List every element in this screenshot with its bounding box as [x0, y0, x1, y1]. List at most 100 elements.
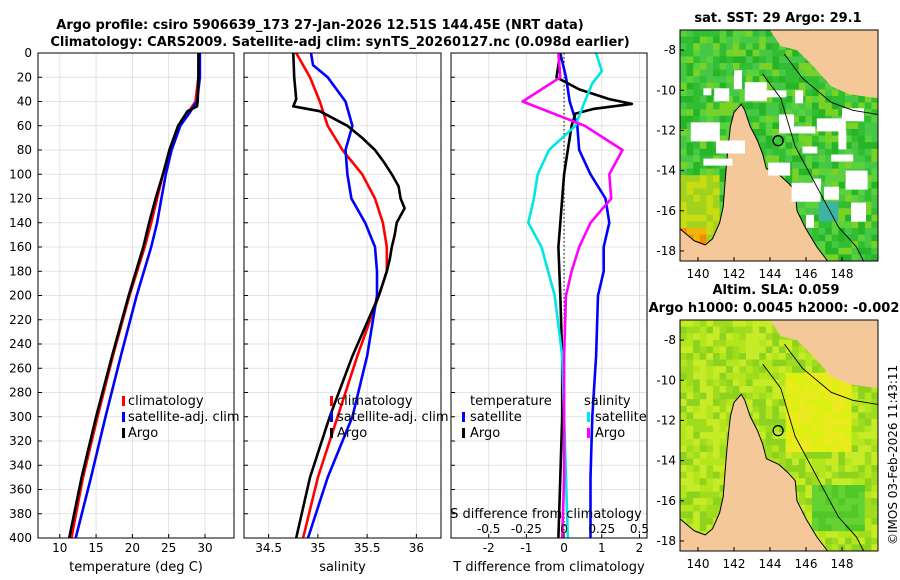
map-cell: [687, 109, 694, 116]
map-cell: [680, 472, 687, 479]
map-cell: [680, 83, 687, 90]
map-cell: [786, 103, 793, 110]
map-cell: [766, 116, 773, 123]
map-cell: [799, 202, 806, 209]
map-cell: [845, 96, 852, 103]
map-cell: [687, 406, 694, 413]
map-cell: [700, 228, 707, 235]
map-cell: [680, 103, 687, 110]
map-cell: [693, 320, 700, 327]
map-cell: [825, 445, 832, 452]
map-cell: [706, 116, 713, 123]
map-cell: [865, 406, 872, 413]
map-cell: [865, 445, 872, 452]
map-cell: [871, 538, 878, 545]
map-cell: [852, 406, 859, 413]
map-cell: [871, 419, 878, 426]
map-cell: [799, 498, 806, 505]
map-cell: [713, 439, 720, 446]
map-cell: [786, 89, 793, 96]
map-cell: [720, 399, 727, 406]
map-cell: [819, 235, 826, 242]
map-cell: [865, 241, 872, 248]
map-cell: [852, 195, 859, 202]
map-y-tick-label: -16: [656, 204, 676, 218]
map-cell: [819, 241, 826, 248]
map-cell: [838, 175, 845, 182]
map-cell: [858, 465, 865, 472]
map-cell: [753, 333, 760, 340]
map-cell: [832, 472, 839, 479]
map-cell: [858, 498, 865, 505]
map-cell: [819, 445, 826, 452]
map-cell: [687, 459, 694, 466]
map-x-tick-label: 140: [687, 557, 710, 571]
map-cell: [680, 109, 687, 116]
sst-map-title: sat. SST: 29 Argo: 29.1: [694, 11, 861, 26]
map-cell: [687, 30, 694, 37]
missing-data-patch: [757, 90, 786, 97]
map-cell: [819, 103, 826, 110]
map-cell: [772, 445, 779, 452]
y-tick-label: 300: [9, 410, 32, 424]
map-cell: [825, 169, 832, 176]
map-cell: [680, 333, 687, 340]
y-tick-label: 260: [9, 361, 32, 375]
map-cell: [739, 63, 746, 70]
map-cell: [858, 129, 865, 136]
map-cell: [838, 208, 845, 215]
map-cell: [746, 50, 753, 57]
map-cell: [720, 393, 727, 400]
map-cell: [687, 37, 694, 44]
map-cell: [825, 149, 832, 156]
map-cell: [759, 43, 766, 50]
map-cell: [852, 393, 859, 400]
map-cell: [792, 56, 799, 63]
map-cell: [766, 426, 773, 433]
map-cell: [753, 109, 760, 116]
map-cell: [680, 136, 687, 143]
map-cell: [700, 518, 707, 525]
map-cell: [726, 346, 733, 353]
map-cell: [865, 452, 872, 459]
map-cell: [706, 373, 713, 380]
map-cell: [766, 419, 773, 426]
map-cell: [706, 492, 713, 499]
map-cell: [825, 518, 832, 525]
map-cell: [700, 472, 707, 479]
map-cell: [693, 182, 700, 189]
map-cell: [812, 366, 819, 373]
map-cell: [700, 360, 707, 367]
map-cell: [759, 412, 766, 419]
map-cell: [792, 393, 799, 400]
map-cell: [680, 406, 687, 413]
map-cell: [838, 492, 845, 499]
map-cell: [733, 373, 740, 380]
map-cell: [706, 43, 713, 50]
map-cell: [720, 116, 727, 123]
map-cell: [845, 452, 852, 459]
map-cell: [812, 406, 819, 413]
map-cell: [805, 511, 812, 518]
map-cell: [825, 142, 832, 149]
map-cell: [871, 129, 878, 136]
map-cell: [865, 116, 872, 123]
map-cell: [865, 531, 872, 538]
x-tick-label: 10: [52, 541, 67, 555]
map-cell: [706, 393, 713, 400]
map-cell: [871, 103, 878, 110]
missing-data-patch: [824, 187, 839, 200]
map-cell: [786, 386, 793, 393]
map-cell: [713, 366, 720, 373]
map-cell: [706, 406, 713, 413]
map-cell: [845, 498, 852, 505]
map-cell: [858, 426, 865, 433]
y-tick-label: 400: [9, 531, 32, 545]
map-cell: [720, 432, 727, 439]
y-tick-label: 340: [9, 458, 32, 472]
map-cell: [687, 373, 694, 380]
map-cell: [687, 149, 694, 156]
map-cell: [871, 208, 878, 215]
map-cell: [693, 149, 700, 156]
map-cell: [700, 366, 707, 373]
